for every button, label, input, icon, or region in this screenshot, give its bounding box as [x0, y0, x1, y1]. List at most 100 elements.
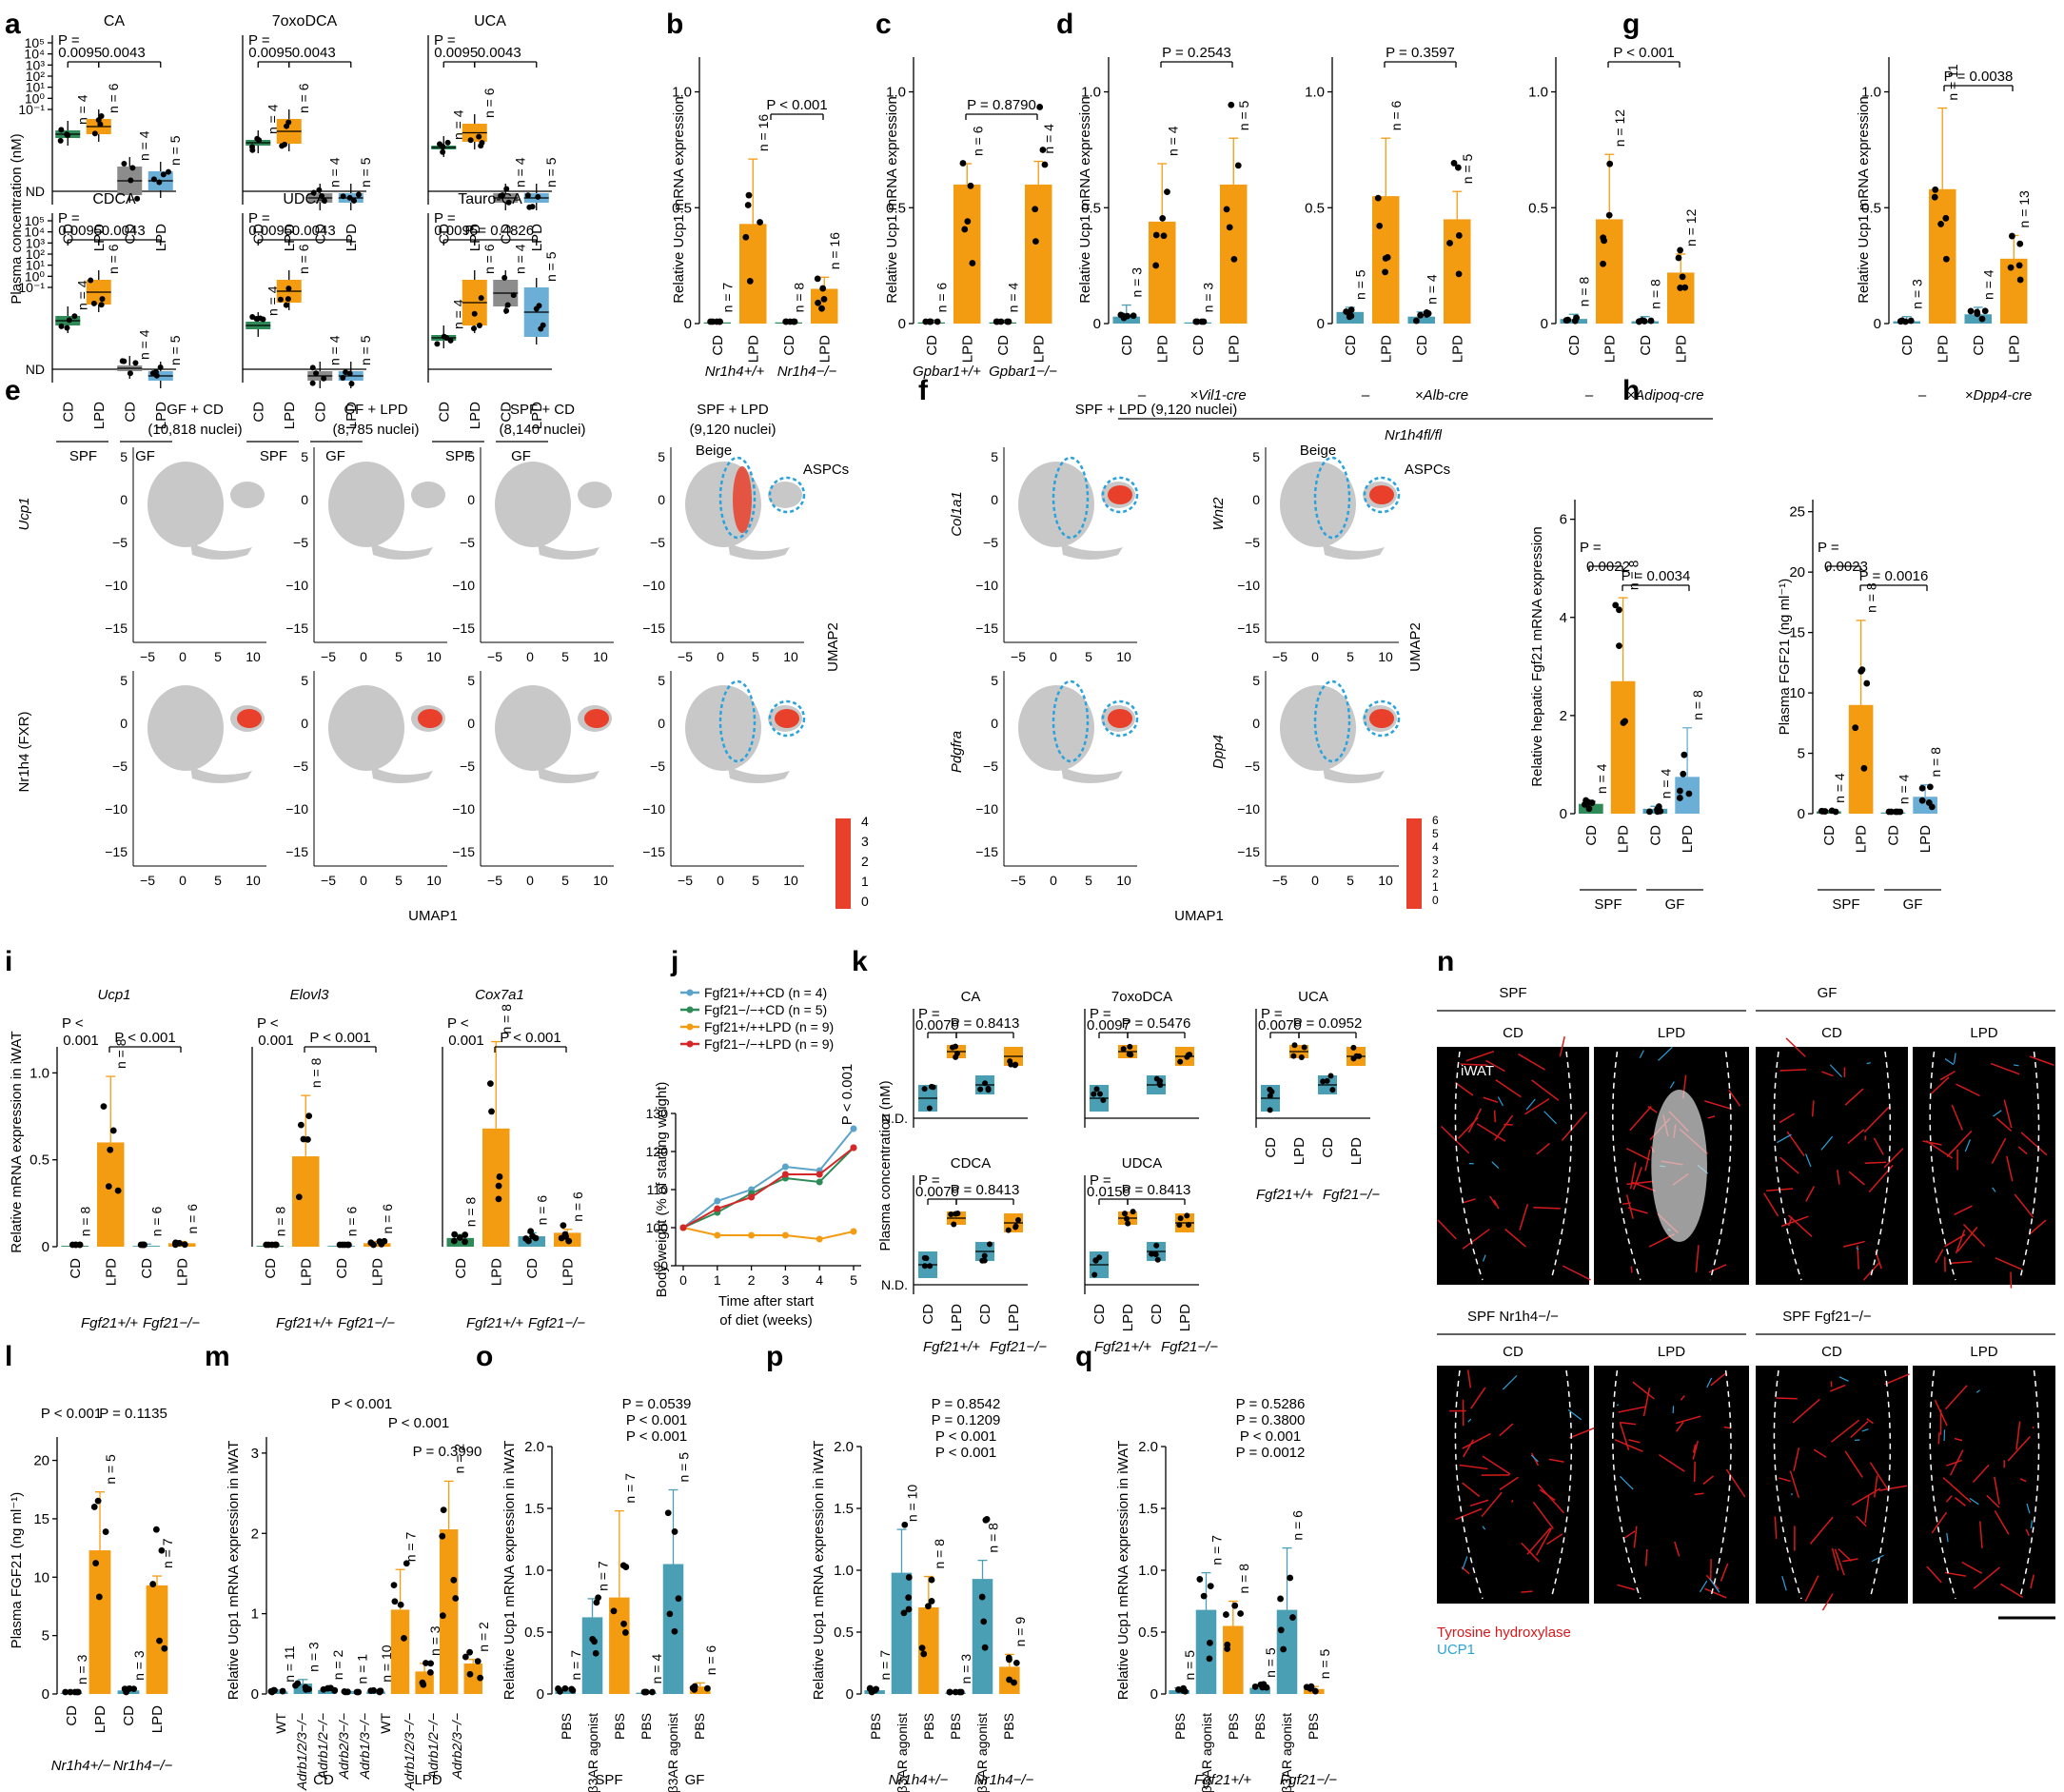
- panel-j-xtick-label: 0: [679, 1272, 687, 1288]
- panel-n-top-2-nerve-fibre: [1779, 1113, 1795, 1124]
- panel-i-1-point: [345, 1241, 352, 1249]
- panel-n-bottom-0-nerve-fibre: [1536, 1527, 1553, 1556]
- panel-g-point: [2016, 276, 2024, 284]
- panel-o-ytick-label: 0: [537, 1686, 544, 1703]
- panel-n-group-spf: SPF: [1499, 985, 1526, 1001]
- panel-o-x-label: PBS: [692, 1713, 707, 1740]
- panel-m-point: [466, 1670, 474, 1678]
- panel-n-bottom-3-nerve-fibre: [1934, 1399, 1948, 1427]
- panel-a-7oxoDCA-point: [249, 144, 256, 150]
- panel-e-fxr-3-ytick-label: −5: [650, 758, 665, 774]
- panel-n-bottom-2-nerve-fibre: [1830, 1384, 1846, 1392]
- panel-k-4-point: [1152, 1251, 1159, 1258]
- panel-k-4-point: [1154, 1256, 1161, 1263]
- panel-i-2-point: [495, 1195, 502, 1203]
- panel-n-top-3-nerve-fibre: [2020, 1132, 2048, 1156]
- panel-l-point: [94, 1497, 102, 1505]
- panel-a-CA-ytick-label: 10⁴: [24, 47, 45, 62]
- panel-n-top-3-nerve-fibre: [2014, 1193, 2035, 1218]
- panel-d-1-bar: [1407, 316, 1435, 324]
- panel-a-7oxoDCA-point: [256, 137, 263, 144]
- panel-o-x-label: β3AR agonist: [665, 1713, 680, 1792]
- panel-e-fxr-3-ytick-label: 5: [658, 673, 665, 688]
- panel-h-plasma-bar: [1817, 811, 1841, 814]
- panel-d-1-n-label: n = 6: [1388, 100, 1404, 130]
- panel-a-UCA-n-label: n = 5: [543, 157, 559, 187]
- panel-d-0-n-label: n = 3: [1201, 283, 1216, 313]
- panel-n-group-fgf21: SPF Fgf21−/−: [1782, 1309, 1872, 1325]
- panel-e-ucp1-3-ytick-label: 0: [658, 492, 665, 507]
- panel-p-x-label: PBS: [1001, 1713, 1016, 1740]
- panel-e-fxr-0-ytick-label: 5: [120, 673, 128, 688]
- panel-n-top-2-nerve-fibre: [1864, 1161, 1887, 1164]
- panel-n-bottom-3-ucp1-signal: [1969, 1497, 1979, 1506]
- panel-a-UCA-point: [498, 192, 504, 199]
- panel-a-UCA-point: [503, 186, 510, 192]
- panel-i-2-point: [486, 1080, 494, 1088]
- panel-i-0-p1: 0.001: [63, 1033, 99, 1049]
- panel-i-1-point: [305, 1113, 313, 1120]
- panel-n-top-1-nerve-fibre: [1625, 1148, 1651, 1161]
- panel-q-geno-2: Fgf21−/−: [1280, 1772, 1337, 1788]
- panel-n-top-2-ucp1-signal: [1829, 1064, 1842, 1078]
- panel-e-fxr-1-ytick-label: 0: [301, 716, 308, 731]
- panel-c-point: [934, 318, 941, 325]
- panel-e-ucp1-2-xtick-label: 0: [526, 649, 534, 664]
- panel-n-bottom-3-ucp1-signal: [2030, 1520, 2034, 1529]
- panel-q-ytick-label: 2.0: [1138, 1439, 1158, 1455]
- panel-n-bottom-2-nerve-fibre: [1792, 1398, 1820, 1424]
- panel-a-CA-point: [165, 168, 171, 175]
- panel-d-2-x-label: CD: [1638, 335, 1654, 356]
- panel-n-bottom-1-ucp1-signal: [1699, 1580, 1708, 1593]
- panel-n-top-3-nerve-fibre: [1990, 1062, 2020, 1075]
- panel-n-top-1-nerve-fibre: [1627, 1207, 1648, 1214]
- panel-l-point: [73, 1688, 81, 1696]
- panel-n-top-0-nerve-fibre: [1495, 1079, 1522, 1098]
- panel-n-top-0-nerve-fibre: [1441, 1125, 1470, 1154]
- panel-n-top-2-nerve-fibre: [1847, 1129, 1865, 1145]
- panel-n-top-1-outline: [1612, 1051, 1641, 1281]
- panel-m-diet-lpd: LPD: [414, 1772, 442, 1788]
- panel-q-bar: [1223, 1625, 1244, 1694]
- panel-c-point: [967, 182, 974, 189]
- panel-a-7oxoDCA-point: [316, 187, 323, 193]
- panel-f-dpp4-xtick-label: 10: [1378, 873, 1393, 888]
- panel-j-xlabel-2: of diet (weeks): [719, 1312, 813, 1329]
- panel-k-geno-2: Fgf21−/−: [990, 1339, 1047, 1355]
- panel-f-gene-col1a1: Col1a1: [949, 491, 965, 537]
- panel-e-ucp1-2-xtick-label: 5: [561, 649, 569, 664]
- panel-e-fxr-0-xtick-label: 10: [246, 873, 261, 888]
- panel-i-0-point: [100, 1103, 108, 1111]
- panel-f-col1a1-xtick-label: 5: [1085, 649, 1092, 664]
- panel-p-x-label: PBS: [868, 1713, 883, 1740]
- panel-j-xlabel-1: Time after start: [718, 1293, 815, 1310]
- panel-m-n-label: n = 1: [354, 1654, 369, 1684]
- panel-p-point: [925, 1603, 932, 1610]
- panel-o-point: [568, 1685, 576, 1693]
- panel-e-fxr-1-ytick-label: −15: [285, 844, 308, 859]
- panel-h-plasma-n-label: n = 8: [1928, 747, 1943, 778]
- panel-a-CDCA-n-label: n = 4: [136, 329, 151, 360]
- panel-i-0-x-label: LPD: [174, 1258, 190, 1286]
- panel-i-2-point: [561, 1231, 569, 1238]
- panel-n-top-2-nerve-fibre: [1785, 1037, 1806, 1057]
- panel-f-col1a1-xtick-label: −5: [1011, 649, 1026, 664]
- panel-p-point: [952, 1688, 959, 1696]
- panel-d-1-x-label: CD: [1414, 335, 1430, 356]
- panel-k-0-point: [928, 1083, 934, 1090]
- panel-a-7oxoDCA-point: [351, 197, 358, 204]
- panel-o-x-label: PBS: [639, 1713, 654, 1740]
- panel-e-ucp1-0-cluster-tail: [190, 542, 252, 560]
- panel-a-UCA-point: [524, 192, 531, 199]
- panel-n-bottom-1-nerve-fibre: [1676, 1421, 1684, 1432]
- panel-h-p3-prefix: P =: [1818, 540, 1839, 556]
- panel-k-4-point: [1177, 1215, 1184, 1222]
- panel-e-ucp1-2-ytick-label: −15: [452, 620, 475, 636]
- panel-a-CDCA-p1-prefix: P =: [58, 210, 80, 226]
- panel-k-4-x-label: LPD: [1120, 1304, 1136, 1331]
- panel-n-bottom-3-nerve-fibre: [1946, 1459, 1962, 1467]
- panel-a-CA-point: [57, 137, 64, 144]
- panel-n-top-0-nerve-fibre: [1465, 1051, 1495, 1062]
- panel-e-fxr-1-expr-aspc: [418, 709, 442, 728]
- panel-n-bottom-1-nerve-fibre: [1659, 1454, 1685, 1472]
